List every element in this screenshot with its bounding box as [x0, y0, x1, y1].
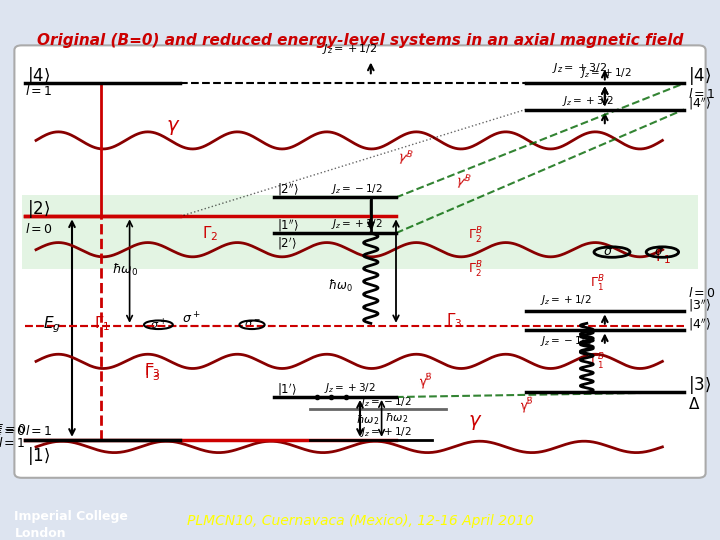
- Text: $l=0$: $l=0$: [688, 286, 716, 300]
- Text: $J_z=+1/2$: $J_z=+1/2$: [580, 66, 631, 80]
- Text: $J_z=+3/2$: $J_z=+3/2$: [562, 94, 613, 108]
- Text: PLMCN10, Cuernavaca (Mexico), 12-16 April 2010: PLMCN10, Cuernavaca (Mexico), 12-16 Apri…: [186, 514, 534, 528]
- Text: $|4''\rangle$: $|4''\rangle$: [688, 316, 711, 333]
- Text: $|2'\rangle$: $|2'\rangle$: [277, 235, 297, 252]
- Text: $\hbar\omega_0$: $\hbar\omega_0$: [328, 278, 352, 294]
- Text: $E_g$: $E_g$: [43, 314, 61, 335]
- Text: $\Gamma_2^B$: $\Gamma_2^B$: [468, 226, 482, 246]
- Text: $\gamma$: $\gamma$: [166, 118, 180, 137]
- Text: $J_z=-1/2$: $J_z=-1/2$: [331, 182, 383, 195]
- Text: $|2\rangle$: $|2\rangle$: [27, 198, 50, 220]
- Text: $\hbar\omega_2$: $\hbar\omega_2$: [356, 413, 379, 427]
- Text: $\hbar\omega_2$: $\hbar\omega_2$: [385, 411, 408, 424]
- Text: $\Gamma_1$: $\Gamma_1$: [94, 314, 110, 333]
- Bar: [22, 195, 698, 269]
- Text: $|3''\rangle$: $|3''\rangle$: [688, 297, 711, 314]
- Text: $\Gamma_1$: $\Gamma_1$: [655, 247, 672, 266]
- Text: $l=1$: $l=1$: [25, 84, 53, 98]
- Text: $l=1$: $l=1$: [25, 424, 53, 438]
- Text: Imperial College: Imperial College: [14, 510, 128, 523]
- Text: $\sigma^-$: $\sigma^-$: [603, 246, 621, 259]
- Text: $\Delta$: $\Delta$: [688, 396, 700, 412]
- Text: $\Gamma_1^B$: $\Gamma_1^B$: [590, 352, 605, 372]
- Text: $E=0$: $E=0$: [0, 425, 25, 438]
- Text: $|1\rangle$: $|1\rangle$: [27, 445, 50, 467]
- Text: $J_z=+1/2$: $J_z=+1/2$: [360, 425, 412, 439]
- Text: $J_z=+3/2$: $J_z=+3/2$: [324, 381, 376, 395]
- Text: $J_z=+1/2$: $J_z=+1/2$: [540, 293, 592, 307]
- Text: $l=1$: $l=1$: [0, 436, 26, 450]
- Text: $\Gamma_3$: $\Gamma_3$: [144, 362, 161, 380]
- Text: $\hbar\omega_0$: $\hbar\omega_0$: [112, 261, 138, 278]
- Text: $l=0$: $l=0$: [25, 222, 53, 236]
- Text: $l=1$: $l=1$: [688, 86, 715, 100]
- Text: $\Gamma_3$: $\Gamma_3$: [446, 312, 463, 330]
- Text: Original (B=0) and reduced energy-level systems in an axial magnetic field: Original (B=0) and reduced energy-level …: [37, 33, 683, 49]
- Text: $\Gamma_1^B$: $\Gamma_1^B$: [590, 274, 605, 294]
- Text: $\gamma^B$: $\gamma^B$: [418, 372, 436, 393]
- Text: $|1''\rangle$: $|1''\rangle$: [277, 217, 300, 234]
- Text: $\gamma^B$: $\gamma^B$: [454, 172, 472, 194]
- Text: London: London: [14, 527, 66, 540]
- Text: $\gamma^B$: $\gamma^B$: [396, 148, 415, 170]
- Text: $\Gamma_3$: $\Gamma_3$: [144, 364, 161, 383]
- Text: $E=0$: $E=0$: [0, 423, 26, 436]
- Text: $|1'\rangle$: $|1'\rangle$: [277, 381, 297, 397]
- Text: $\sigma^+$: $\sigma^+$: [150, 317, 167, 333]
- Text: $|4''\rangle$: $|4''\rangle$: [688, 95, 711, 112]
- Text: $\Gamma_2$: $\Gamma_2$: [202, 224, 218, 242]
- Text: $|3\rangle$: $|3\rangle$: [688, 374, 711, 396]
- Text: $\sigma^-$: $\sigma^-$: [243, 319, 261, 330]
- Text: $|2''\rangle$: $|2''\rangle$: [277, 181, 300, 198]
- Text: $J_z=+1/2$: $J_z=+1/2$: [322, 43, 377, 57]
- Text: $\sigma^+$: $\sigma^+$: [181, 311, 200, 326]
- Text: $|4\rangle$: $|4\rangle$: [688, 65, 711, 87]
- Text: $\Gamma_2^B$: $\Gamma_2^B$: [468, 260, 482, 280]
- Text: $\gamma$: $\gamma$: [468, 413, 482, 431]
- FancyBboxPatch shape: [14, 45, 706, 478]
- Text: $J_z=-1/2$: $J_z=-1/2$: [540, 334, 592, 348]
- Text: $\sigma^-$: $\sigma^-$: [654, 246, 671, 259]
- Text: $\gamma^B$: $\gamma^B$: [518, 395, 536, 417]
- Text: $J_z=-1/2$: $J_z=-1/2$: [360, 395, 412, 409]
- Text: $|4\rangle$: $|4\rangle$: [27, 65, 50, 87]
- Text: $J_z=+1/2$: $J_z=+1/2$: [331, 218, 383, 231]
- Text: $J_z=+3/2$: $J_z=+3/2$: [552, 62, 607, 76]
